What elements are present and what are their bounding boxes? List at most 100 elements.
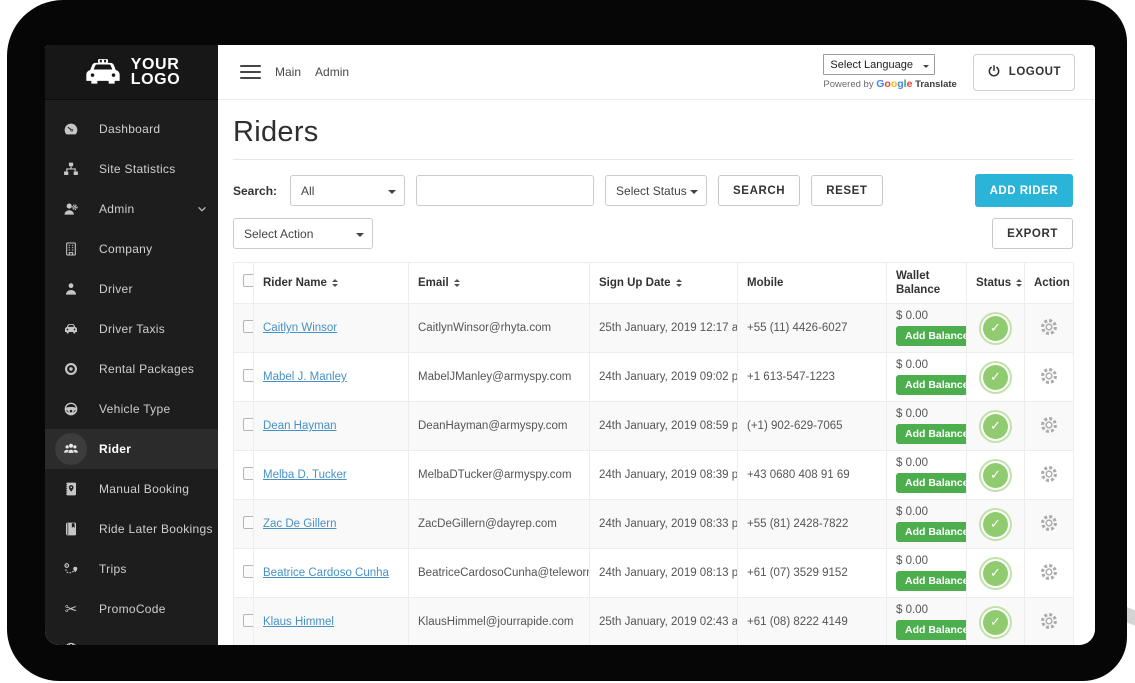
main-panel: Main Admin Select Language Powered by Go… (218, 45, 1095, 645)
column-header-email[interactable]: Email (408, 262, 590, 304)
row-checkbox[interactable] (243, 565, 253, 578)
settings-gear-icon[interactable] (1038, 463, 1060, 485)
row-checkbox[interactable] (243, 369, 253, 382)
table-row: Beatrice Cardoso Cunha BeatriceCardosoCun… (233, 548, 1074, 598)
settings-gear-icon[interactable] (1038, 414, 1060, 436)
status-active-check-icon[interactable]: ✓ (983, 511, 1008, 537)
action-cell (1024, 401, 1074, 451)
column-header-label: Wallet Balance (896, 269, 941, 296)
status-active-check-icon[interactable]: ✓ (983, 462, 1008, 488)
row-checkbox[interactable] (243, 467, 253, 480)
signup-date-cell: 24th January, 2019 08:33 pm (589, 499, 738, 549)
taxi-icon (55, 313, 87, 345)
settings-gear-icon[interactable] (1038, 610, 1060, 632)
language-select[interactable]: Select Language (823, 54, 936, 75)
column-header-select-all (233, 262, 254, 304)
rider-name-link[interactable]: Mabel J. Manley (263, 371, 347, 383)
rider-name-link[interactable]: Dean Hayman (263, 420, 337, 432)
reset-button[interactable]: RESET (811, 175, 883, 206)
search-input[interactable] (416, 175, 595, 206)
status-active-check-icon[interactable]: ✓ (983, 560, 1008, 586)
sidebar-item-admin[interactable]: Admin (45, 189, 218, 229)
row-checkbox[interactable] (243, 320, 253, 333)
row-checkbox[interactable] (243, 516, 253, 529)
wallet-balance-cell: $ 0.00 Add Balance (886, 303, 967, 353)
rider-name-link[interactable]: Beatrice Cardoso Cunha (263, 567, 389, 579)
sidebar-item-vehicle-type[interactable]: Vehicle Type (45, 389, 218, 429)
sort-icon[interactable] (331, 279, 338, 287)
add-balance-button[interactable]: Add Balance (896, 571, 966, 591)
page-title: Riders (233, 116, 319, 148)
rider-name-link[interactable]: Melba D. Tucker (263, 469, 347, 481)
export-button[interactable]: EXPORT (992, 218, 1073, 249)
sidebar-item-trips[interactable]: Trips (45, 549, 218, 589)
logo-text: YOUR LOGO (130, 55, 181, 88)
admin-users-icon (55, 193, 87, 225)
search-field-select[interactable]: All (290, 175, 406, 206)
select-all-checkbox[interactable] (243, 274, 253, 288)
column-header-label: Action (1034, 276, 1070, 289)
sidebar-item-dashboard[interactable]: Dashboard (45, 109, 218, 149)
sidebar-item-promocode[interactable]: ✂ PromoCode (45, 589, 218, 629)
sort-icon[interactable] (1016, 279, 1023, 287)
add-balance-button[interactable]: Add Balance (896, 424, 966, 444)
settings-gear-icon[interactable] (1038, 316, 1060, 338)
status-select[interactable]: Select Status (605, 175, 708, 206)
row-checkbox[interactable] (243, 614, 253, 627)
status-cell: ✓ (966, 597, 1025, 645)
status-active-check-icon[interactable]: ✓ (983, 609, 1008, 635)
google-translate-widget: Select Language Powered by Google Transl… (823, 54, 957, 90)
column-header-sign-up-date[interactable]: Sign Up Date (589, 262, 738, 304)
signup-date-cell: 24th January, 2019 08:59 pm (589, 401, 738, 451)
sidebar-item-rider[interactable]: Rider (45, 429, 218, 469)
rider-name-link[interactable]: Zac De Gillern (263, 518, 337, 530)
add-balance-button[interactable]: Add Balance (896, 375, 966, 395)
settings-gear-icon[interactable] (1038, 512, 1060, 534)
settings-gear-icon[interactable] (1038, 561, 1060, 583)
sidebar-item-company[interactable]: Company (45, 229, 218, 269)
wallet-balance-cell: $ 0.00 Add Balance (886, 548, 967, 598)
sort-icon[interactable] (453, 279, 460, 287)
column-header-rider-name[interactable]: Rider Name (253, 262, 409, 304)
sidebar-item-driver-taxis[interactable]: Driver Taxis (45, 309, 218, 349)
row-checkbox[interactable] (243, 418, 253, 431)
logo[interactable]: YOUR LOGO (45, 45, 218, 100)
action-select[interactable]: Select Action (233, 218, 373, 249)
action-cell (1024, 597, 1074, 645)
column-header-label: Rider Name (263, 276, 327, 289)
add-balance-button[interactable]: Add Balance (896, 620, 966, 640)
status-active-check-icon[interactable]: ✓ (983, 315, 1008, 341)
sidebar-item-manual-booking[interactable]: Manual Booking (45, 469, 218, 509)
sidebar-item-label: Manual Booking (99, 482, 190, 496)
status-active-check-icon[interactable]: ✓ (983, 413, 1008, 439)
search-button[interactable]: SEARCH (718, 175, 801, 206)
sidebar-item-site-statistics[interactable]: Site Statistics (45, 149, 218, 189)
action-cell (1024, 548, 1074, 598)
add-balance-button[interactable]: Add Balance (896, 522, 966, 542)
add-rider-button[interactable]: ADD RIDER (974, 174, 1073, 207)
sidebar-item-label: Company (99, 242, 153, 256)
hamburger-menu-icon[interactable] (240, 64, 261, 80)
sort-icon[interactable] (675, 279, 682, 287)
status-cell: ✓ (966, 450, 1025, 500)
mobile-cell: +1 613-547-1223 (737, 352, 887, 402)
wallet-balance-cell: $ 0.00 Add Balance (886, 450, 967, 500)
sidebar-item-rental-packages[interactable]: Rental Packages (45, 349, 218, 389)
add-balance-button[interactable]: Add Balance (896, 326, 966, 346)
sidebar-item-partial[interactable] (45, 629, 218, 645)
column-header-wallet-balance: Wallet Balance (886, 262, 967, 304)
rider-name-link[interactable]: Klaus Himmel (263, 616, 334, 628)
column-header-label: Email (418, 276, 449, 289)
rider-name-link[interactable]: Caitlyn Winsor (263, 322, 338, 334)
wallet-balance-cell: $ 0.00 Add Balance (886, 352, 967, 402)
sidebar-item-ride-later-bookings[interactable]: Ride Later Bookings (45, 509, 218, 549)
breadcrumb-admin[interactable]: Admin (315, 65, 350, 79)
column-header-status[interactable]: Status (966, 262, 1025, 304)
add-balance-button[interactable]: Add Balance (896, 473, 966, 493)
breadcrumb-main[interactable]: Main (275, 65, 302, 79)
language-select-value: Select Language (830, 58, 913, 71)
logout-button[interactable]: LOGOUT (972, 53, 1075, 91)
status-active-check-icon[interactable]: ✓ (983, 364, 1008, 390)
settings-gear-icon[interactable] (1038, 365, 1060, 387)
sidebar-item-driver[interactable]: Driver (45, 269, 218, 309)
